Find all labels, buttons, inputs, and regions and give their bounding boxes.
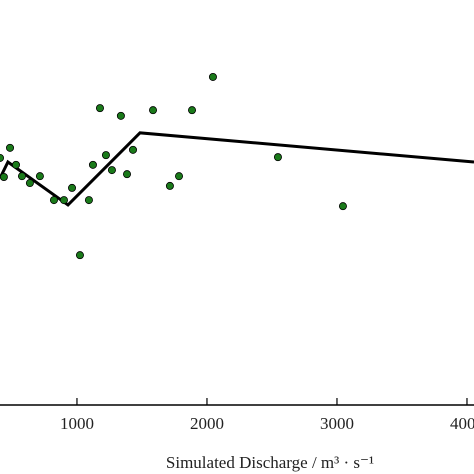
data-point bbox=[35, 172, 44, 181]
x-tick-label: 2000 bbox=[190, 414, 224, 433]
data-point bbox=[273, 153, 282, 162]
data-point bbox=[6, 143, 15, 152]
data-point bbox=[116, 111, 125, 120]
x-tick-label: 4000 bbox=[450, 414, 474, 433]
x-axis-label: Simulated Discharge / m³ · s⁻¹ bbox=[166, 453, 374, 472]
data-point bbox=[0, 153, 4, 162]
trend-line bbox=[0, 131, 474, 207]
data-point bbox=[49, 196, 58, 205]
data-point bbox=[0, 172, 8, 181]
data-point bbox=[59, 196, 68, 205]
data-point bbox=[75, 251, 84, 260]
data-point bbox=[208, 72, 217, 81]
data-point bbox=[338, 202, 347, 211]
x-tick-label: 1000 bbox=[60, 414, 94, 433]
data-point bbox=[128, 145, 137, 154]
data-point bbox=[25, 179, 34, 188]
data-point bbox=[188, 106, 197, 115]
data-point bbox=[17, 172, 26, 181]
data-point bbox=[107, 166, 116, 175]
data-point bbox=[123, 170, 132, 179]
data-point bbox=[68, 183, 77, 192]
data-point bbox=[149, 106, 158, 115]
x-tick-label: 3000 bbox=[320, 414, 354, 433]
data-point bbox=[88, 160, 97, 169]
data-point bbox=[175, 172, 184, 181]
data-point bbox=[95, 104, 104, 113]
data-point bbox=[11, 160, 20, 169]
data-point bbox=[84, 196, 93, 205]
data-point bbox=[101, 151, 110, 160]
data-point bbox=[165, 181, 174, 190]
